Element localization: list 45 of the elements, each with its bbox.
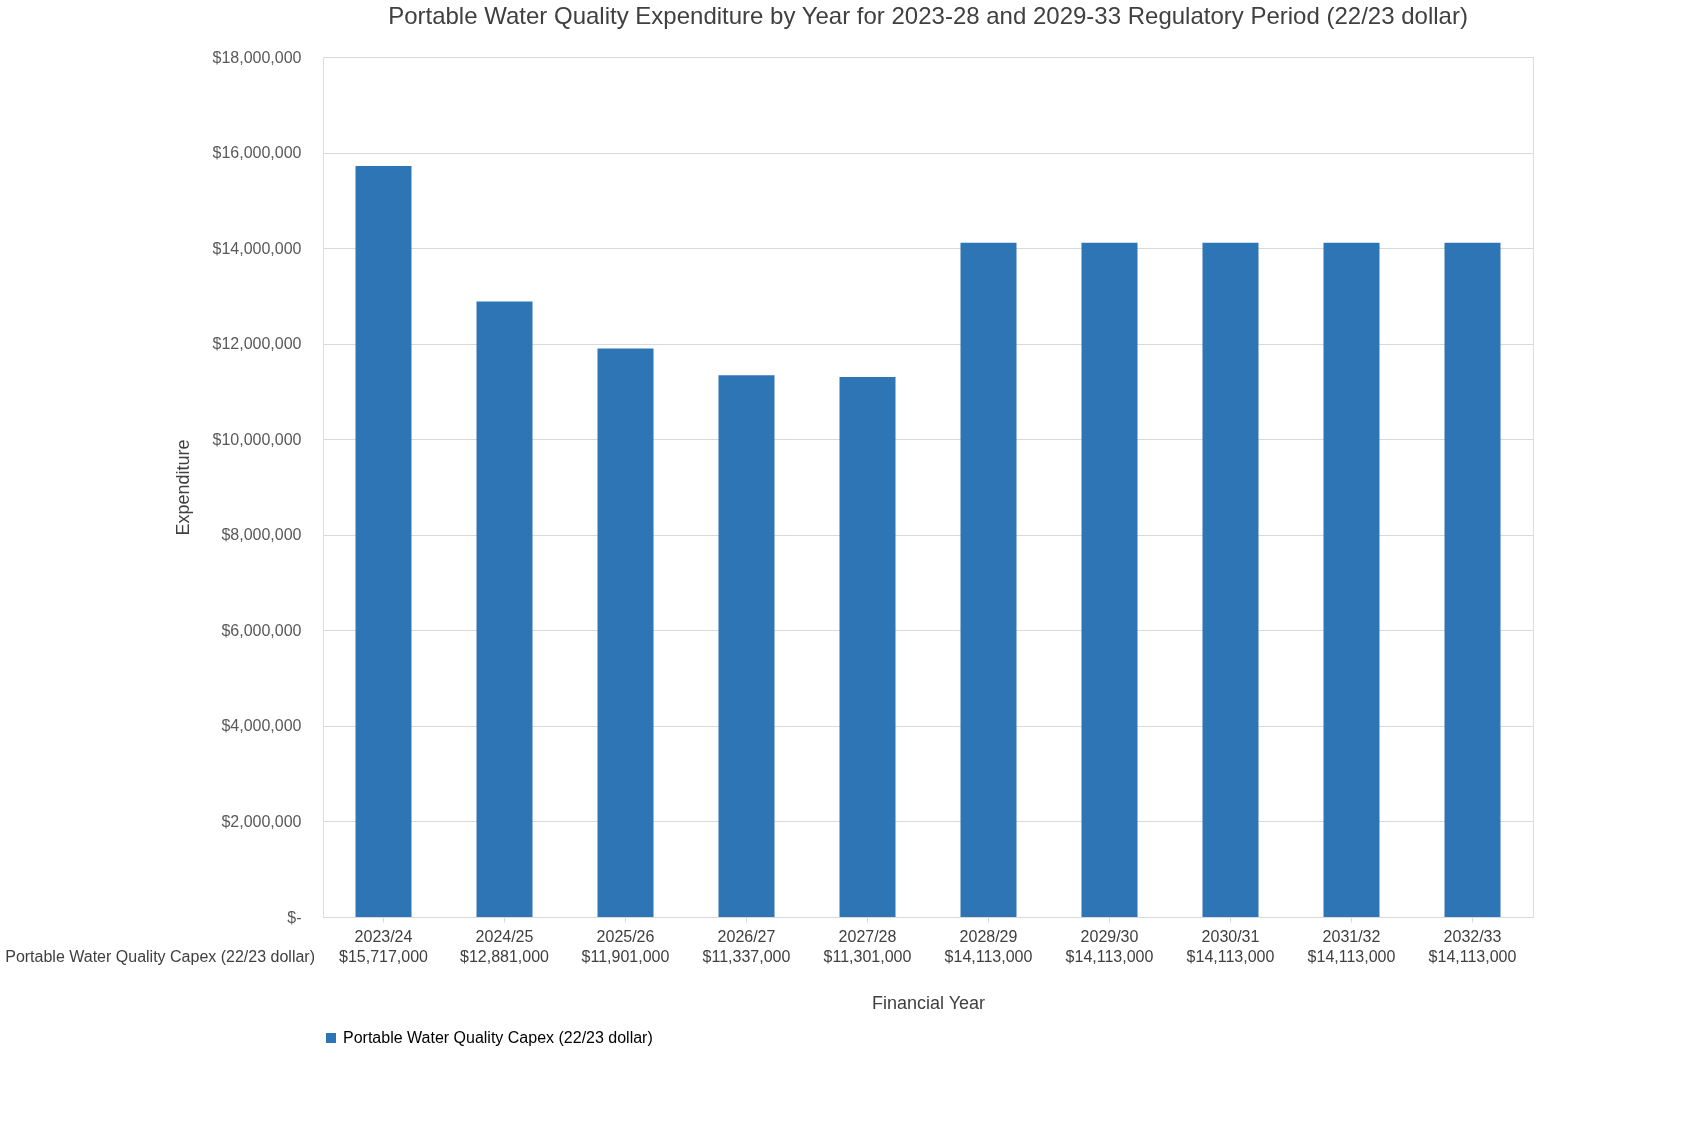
data-label: $15,717,000 bbox=[339, 948, 429, 965]
bar bbox=[1202, 242, 1259, 917]
bar bbox=[355, 166, 412, 917]
x-tick-label: 2032/33 bbox=[1443, 927, 1502, 945]
x-tick-label: 2027/28 bbox=[838, 927, 897, 945]
x-tick-label: 2025/26 bbox=[596, 927, 655, 945]
data-label: $11,301,000 bbox=[823, 948, 912, 965]
data-label: $11,901,000 bbox=[581, 948, 670, 965]
x-tick-label: 2024/25 bbox=[475, 927, 534, 945]
bar bbox=[1323, 242, 1380, 917]
x-tick-label: 2026/27 bbox=[717, 927, 776, 945]
data-label: $14,113,000 bbox=[1065, 948, 1154, 965]
y-tick-label: $4,000,000 bbox=[221, 717, 302, 735]
x-tick-label: 2030/31 bbox=[1201, 927, 1260, 945]
data-label: $14,113,000 bbox=[1307, 948, 1396, 965]
y-tick-label: $8,000,000 bbox=[221, 526, 302, 544]
y-tick-label: $12,000,000 bbox=[212, 335, 302, 353]
x-tick-label: 2029/30 bbox=[1080, 927, 1139, 945]
y-tick-label: $16,000,000 bbox=[212, 144, 302, 162]
bar bbox=[597, 348, 654, 917]
bar bbox=[839, 377, 896, 917]
x-tick-label: 2028/29 bbox=[959, 927, 1018, 945]
x-tick-label: 2023/24 bbox=[354, 927, 413, 945]
text: Portable Water Quality Capex (22/23 dollar) bbox=[5, 948, 315, 965]
y-tick-label: $14,000,000 bbox=[212, 239, 302, 257]
y-tick-label: $- bbox=[287, 908, 302, 926]
legend-label: Portable Water Quality Capex (22/23 dollar) bbox=[343, 1029, 653, 1046]
x-axis-title: Financial Year bbox=[871, 992, 986, 1013]
bar bbox=[476, 301, 533, 917]
chart-title: Portable Water Quality Expenditure by Year for 2023-28 and 2029-33 Regulatory Period (22/23 dollar) bbox=[388, 2, 1468, 29]
bar bbox=[1081, 242, 1138, 917]
data-label: $11,337,000 bbox=[702, 948, 791, 965]
y-tick-label: $6,000,000 bbox=[221, 621, 302, 639]
data-label: $14,113,000 bbox=[944, 948, 1033, 965]
y-tick-label: $2,000,000 bbox=[221, 812, 302, 830]
x-tick-label: 2031/32 bbox=[1322, 927, 1381, 945]
y-tick-label: $18,000,000 bbox=[212, 48, 302, 66]
bar bbox=[960, 242, 1017, 917]
bar bbox=[718, 375, 775, 917]
y-axis-title: Expenditure bbox=[172, 439, 193, 536]
bar bbox=[1444, 242, 1501, 917]
data-label: $14,113,000 bbox=[1428, 948, 1517, 965]
y-tick-label: $10,000,000 bbox=[212, 430, 302, 448]
data-label: $14,113,000 bbox=[1186, 948, 1275, 965]
data-label: $12,881,000 bbox=[460, 948, 550, 965]
